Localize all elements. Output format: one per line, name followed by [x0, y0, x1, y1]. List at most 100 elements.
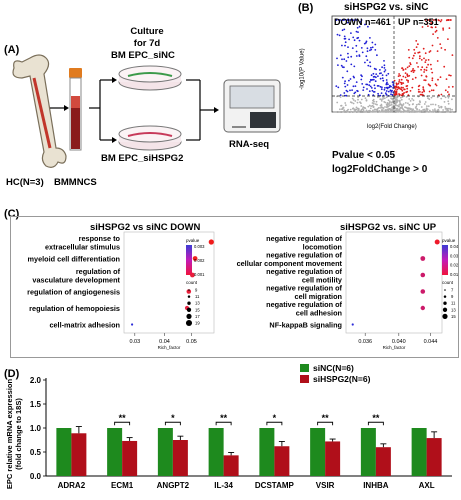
- volcano-point: [383, 97, 386, 100]
- volcano-point: [372, 76, 375, 78]
- volcano-point: [395, 98, 397, 100]
- significance-bracket: [215, 421, 232, 426]
- volcano-point: [344, 80, 346, 83]
- volcano-point: [362, 86, 365, 89]
- legend-count-title: count: [442, 280, 454, 285]
- x-tick-label: 0.05: [186, 339, 197, 345]
- panel-a-illustration: [12, 54, 281, 168]
- volcano-point: [336, 101, 339, 104]
- volcano-point: [348, 38, 350, 41]
- sequencer-icon: [223, 79, 281, 133]
- volcano-point: [342, 110, 344, 113]
- volcano-point: [409, 100, 412, 102]
- volcano-point: [390, 95, 392, 98]
- volcano-point: [413, 48, 416, 51]
- volcano-point: [419, 110, 422, 113]
- volcano-point: [342, 106, 345, 109]
- volcano-point: [440, 93, 443, 96]
- volcano-point: [387, 90, 390, 93]
- volcano-point: [354, 100, 357, 102]
- volcano-point: [392, 84, 395, 87]
- go-dot: [420, 256, 426, 261]
- bar: [411, 428, 427, 476]
- volcano-point: [426, 105, 428, 107]
- volcano-point: [387, 99, 390, 102]
- volcano-point: [429, 19, 432, 21]
- volcano-point: [355, 44, 358, 47]
- volcano-point: [400, 82, 403, 84]
- volcano-point: [394, 94, 396, 96]
- volcano-point: [362, 110, 365, 113]
- volcano-point: [410, 70, 413, 73]
- volcano-point: [443, 65, 446, 68]
- volcano-point: [407, 81, 409, 83]
- significance-bracket: [367, 421, 384, 426]
- volcano-point: [444, 106, 447, 108]
- volcano-point: [362, 89, 365, 91]
- volcano-point: [335, 111, 337, 113]
- volcano-point: [383, 64, 386, 67]
- volcano-point: [366, 59, 369, 61]
- volcano-point: [426, 22, 429, 25]
- volcano-point: [349, 89, 351, 92]
- x-tick-label: IL-34: [214, 481, 233, 490]
- count-tick-label: 13: [451, 307, 456, 312]
- volcano-point: [447, 110, 450, 113]
- volcano-point: [391, 106, 394, 109]
- volcano-point: [411, 103, 414, 106]
- volcano-point: [371, 104, 374, 107]
- volcano-point: [404, 68, 407, 70]
- significance-label: **: [372, 413, 380, 423]
- volcano-point: [451, 111, 454, 113]
- volcano-point: [417, 43, 419, 46]
- volcano-point: [418, 110, 420, 113]
- x-tick-label: 0.040: [392, 339, 406, 345]
- volcano-point: [395, 85, 398, 88]
- volcano-point: [374, 87, 376, 90]
- volcano-point: [407, 94, 410, 97]
- volcano-point: [424, 61, 427, 63]
- volcano-point: [341, 44, 343, 47]
- volcano-point: [380, 72, 382, 74]
- volcano-point: [341, 19, 344, 21]
- volcano-point: [430, 26, 433, 29]
- volcano-point: [396, 100, 399, 102]
- volcano-point: [371, 102, 374, 104]
- pvalue-colorbar: [186, 245, 192, 275]
- rna-seq-label: RNA-seq: [229, 139, 270, 150]
- volcano-point: [361, 51, 364, 54]
- go-dot: [420, 272, 426, 278]
- volcano-point: [439, 76, 442, 78]
- panel-d-letter: (D): [4, 368, 20, 380]
- y-tick-label: 1.0: [30, 424, 42, 433]
- volcano-point: [387, 72, 390, 75]
- volcano-point: [351, 97, 354, 100]
- volcano-point: [367, 105, 370, 108]
- volcano-point: [394, 100, 396, 102]
- volcano-point: [413, 69, 416, 72]
- volcano-point: [347, 110, 349, 113]
- volcano-point: [424, 52, 427, 55]
- volcano-point: [418, 109, 421, 111]
- volcano-point: [343, 28, 346, 31]
- volcano-point: [448, 27, 451, 29]
- go-term-label: regulation of angiogenesis: [27, 288, 120, 297]
- volcano-point: [382, 79, 385, 82]
- volcano-point: [352, 102, 355, 105]
- volcano-point: [399, 99, 401, 102]
- count-tick-label: 9: [195, 288, 198, 293]
- volcano-point: [384, 69, 387, 71]
- volcano-point: [414, 107, 417, 109]
- count-legend-dot: [187, 295, 191, 298]
- volcano-point: [390, 108, 392, 111]
- go-term-label: negative regulation of cellular component…: [237, 251, 343, 269]
- bar: [107, 428, 123, 476]
- go-term-label: response to extracellular stimulus: [45, 234, 121, 252]
- volcano-point: [407, 102, 409, 105]
- volcano-point: [370, 105, 373, 108]
- volcano-point: [397, 82, 400, 85]
- volcano-point: [373, 100, 375, 103]
- volcano-point: [416, 62, 418, 64]
- volcano-point: [447, 38, 449, 40]
- x-tick-label: INHBA: [363, 481, 389, 490]
